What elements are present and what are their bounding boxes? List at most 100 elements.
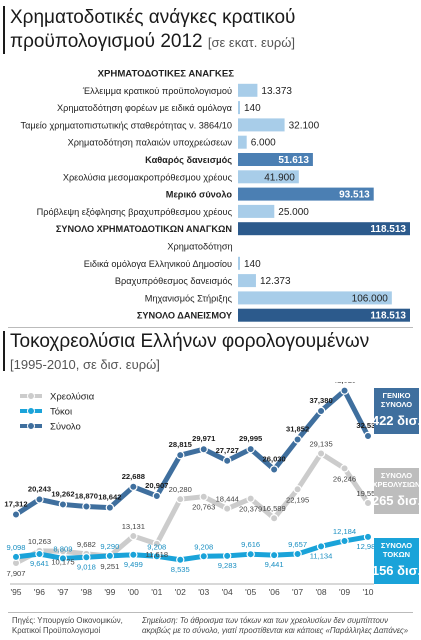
bar-value-label: 32.100 <box>289 120 320 131</box>
legend-label: Σύνολο <box>50 422 81 433</box>
data-point <box>293 435 302 444</box>
bar-value-label: 118.513 <box>370 311 406 322</box>
bar-label: Βραχυπρόθεσμος δανεισμός <box>115 276 233 286</box>
bar-value-label: 6.000 <box>251 138 276 149</box>
financing-needs-bar-chart: ΧΡΗΜΑΤΟΔΟΤΙΚΕΣ ΑΝΑΓΚΕΣ Έλλειμμα κρατικού … <box>20 69 410 322</box>
data-label: 22,195 <box>286 495 309 504</box>
bar-value-label: 25.000 <box>278 207 309 218</box>
bar-label: Ταμείο χρηματοπιστωτικής σταθερότητας ν.… <box>20 120 232 130</box>
data-label: 11,618 <box>145 550 168 559</box>
bar-value-label: 118.513 <box>370 224 406 235</box>
x-tick-label: '06 <box>269 587 280 597</box>
title-accent-bar-2 <box>3 331 5 371</box>
x-tick-label: '10 <box>362 587 373 597</box>
data-label: 10,263 <box>28 537 51 546</box>
x-tick-label: '02 <box>175 587 186 597</box>
callout-value: 422 δισ. <box>372 413 421 428</box>
x-tick-label: '99 <box>104 587 115 597</box>
data-point <box>222 551 232 561</box>
callout-line1: ΣΥΝΟΛΟ <box>381 541 412 550</box>
footnote: Σημείωση: Το άθροισμα των τόκων και των … <box>142 616 409 635</box>
data-label: 17,312 <box>4 499 27 508</box>
data-point <box>246 549 255 559</box>
data-label: 31,852 <box>286 425 309 434</box>
title-accent-bar <box>3 6 5 54</box>
data-point <box>105 551 115 561</box>
data-point <box>58 554 68 563</box>
bar-label: Ειδικά ομόλογα Ελληνικού Δημοσίου <box>84 259 232 269</box>
callout-line2: ΤΟΚΩΝ <box>383 550 410 559</box>
data-label: 20,379 <box>239 505 262 514</box>
bar-value-label: 13.373 <box>261 86 292 97</box>
data-point <box>82 553 91 562</box>
line-chart-title: Τοκοχρεολύσια Ελλήνων φορολογουμένων <box>10 331 370 352</box>
bar-label: ΧΡΗΜΑΤΟΔΟΤΙΚΕΣ ΑΝΑΓΚΕΣ <box>98 69 235 80</box>
data-point <box>176 450 185 460</box>
data-label: 9,018 <box>77 562 96 571</box>
series-line <box>14 388 371 517</box>
bar-label: Χρηματοδότηση παλαιών υποχρεώσεων <box>68 138 233 148</box>
x-tick-label: '96 <box>34 587 45 597</box>
data-point <box>293 485 302 494</box>
legend-label: Χρεολύσια <box>50 392 95 403</box>
callout-box <box>374 538 419 584</box>
data-label: 32,530 <box>356 421 379 430</box>
data-point <box>340 536 349 546</box>
bar <box>238 83 258 97</box>
data-point <box>340 464 349 473</box>
data-point <box>269 465 279 474</box>
bar-label: Χρηματοδότηση φορέων με ειδικά ομόλογα <box>57 103 233 113</box>
data-label: 9,290 <box>100 542 119 551</box>
data-point <box>176 555 185 564</box>
data-point <box>35 495 44 504</box>
debt-service-line-chart: Χρεολύσια Τόκοι Σύνολο '95 '96 '97 '98 '99 '00 '0… <box>4 382 421 597</box>
data-label: 20,763 <box>192 503 215 512</box>
data-label: 9,208 <box>147 542 166 551</box>
callout-value: 156 δισ. <box>372 563 421 578</box>
bar-label: Χρεολύσια μεσομακροπρόθεσμου χρέους <box>63 172 233 182</box>
callout-value: 265 δισ. <box>372 493 421 508</box>
data-label: 16,589 <box>263 504 286 513</box>
data-label: 9,283 <box>218 561 237 570</box>
section-divider <box>8 327 413 328</box>
bar-value-label: 51.613 <box>278 155 309 166</box>
bar <box>238 135 247 149</box>
data-label: 8,535 <box>171 565 190 574</box>
data-label: 19,550 <box>356 489 379 498</box>
data-point <box>199 492 208 501</box>
bar <box>238 118 285 132</box>
data-label: 12,980 <box>356 542 379 551</box>
data-point <box>293 549 302 559</box>
data-point <box>269 550 279 560</box>
data-point <box>152 491 161 501</box>
data-point <box>246 494 255 503</box>
data-point <box>152 552 161 561</box>
bar <box>238 204 275 218</box>
x-tick-label: '98 <box>81 587 92 597</box>
data-point <box>11 552 21 562</box>
data-label: 9,616 <box>241 540 260 549</box>
data-label: 8,809 <box>53 544 72 553</box>
data-label: 29,995 <box>239 434 263 443</box>
data-label: 22,688 <box>122 472 145 481</box>
callout-line1: ΓΕΝΙΚΟ <box>383 391 411 400</box>
legend-marker <box>27 422 35 430</box>
data-label: 29,971 <box>192 434 216 443</box>
data-label: 12,184 <box>333 527 356 536</box>
data-label: 9,499 <box>124 560 143 569</box>
data-point <box>246 444 255 454</box>
bar <box>238 308 410 322</box>
bar <box>238 222 410 236</box>
data-point <box>58 500 68 509</box>
data-label: 9,682 <box>77 540 96 549</box>
data-point <box>82 502 91 511</box>
bar <box>238 274 256 288</box>
data-point <box>363 431 373 441</box>
x-tick-label: '03 <box>198 587 209 597</box>
callout-box <box>374 468 419 514</box>
data-point <box>316 449 326 458</box>
data-point <box>363 498 373 508</box>
bar-label: ΣΥΝΟΛΟ ΧΡΗΜΑΤΟΔΟΤΙΚΩΝ ΑΝΑΓΚΩΝ <box>56 224 232 234</box>
data-label: 28,815 <box>169 440 193 449</box>
series-line <box>15 534 369 563</box>
